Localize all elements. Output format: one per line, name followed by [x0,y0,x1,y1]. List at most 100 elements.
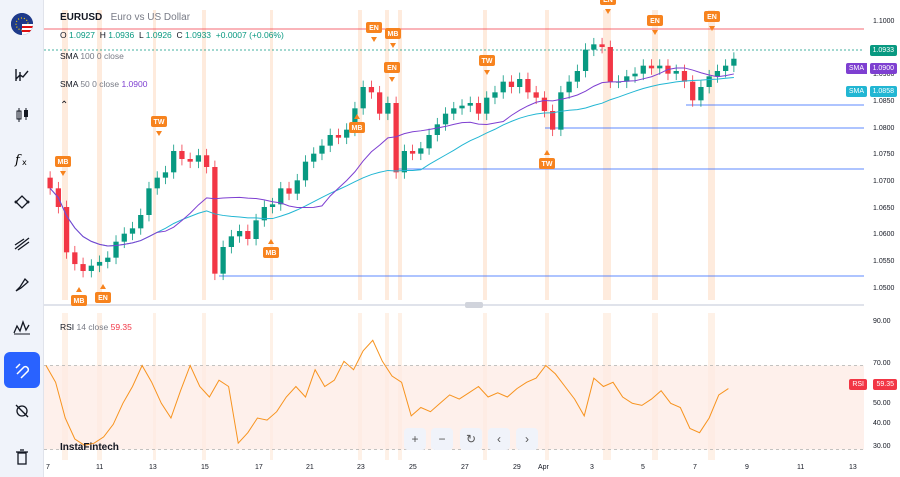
candle-body [121,233,127,242]
marker-label: TW [482,58,493,65]
sma100-pill-label: SMA [845,86,867,97]
eye-off-icon[interactable] [4,394,40,428]
candle-body [574,71,580,82]
date-tick: 27 [461,464,469,471]
price-tick: 1.0600 [873,231,895,239]
price-tick: 1.0750 [873,151,895,159]
pane-resize-handle [465,302,483,308]
date-tick: 3 [590,464,594,471]
marker-label: MB [74,298,85,305]
flag-icon[interactable] [11,13,33,35]
rsi-band [44,365,864,450]
collapse-legend-icon[interactable]: ⌃ [60,100,69,111]
scroll-right-button[interactable]: › [516,428,538,450]
candle-body [63,207,70,253]
marker-badge [366,22,382,33]
candle-body [236,231,243,237]
candle-body [484,97,490,114]
candle-body [294,180,300,194]
chart-type-icon[interactable] [4,58,40,92]
magnet-icon[interactable] [4,352,40,388]
candle-body [681,71,688,82]
sma100-name: SMA [60,51,78,61]
marker-badge [55,156,71,167]
price-chart[interactable]: MB TW MB MB EN MB EN TW TW EN EN EN MB EN [44,0,864,477]
rsi-legend[interactable]: RSI 14 close 59.35 [60,322,132,332]
price-tick: 1.0650 [873,204,895,212]
candle-body [212,167,218,274]
event-band [97,10,102,300]
ohlc-close: 1.0933 [185,30,212,40]
marker-label: MB [388,31,399,38]
candle-body [475,103,482,114]
candle-body [335,135,342,138]
event-band [603,10,611,300]
marker-arrow [371,37,377,42]
brush-icon[interactable] [4,268,40,302]
candle-body [220,247,226,274]
candle-body [690,81,696,101]
ohlc-open: 1.0927 [69,30,95,40]
marker-arrow [268,239,274,244]
zoom-out-button[interactable]: − [431,428,453,450]
zoom-in-button[interactable]: + [404,428,426,450]
marker-label: MB [58,159,69,166]
candle-body [640,65,646,74]
trash-icon[interactable] [4,440,40,474]
sma100-line [49,77,734,247]
date-tick: 23 [357,464,365,471]
event-band [202,10,206,300]
candle-body [550,111,556,130]
candle-body [385,103,391,114]
candle-body [673,71,679,74]
rsi-name: RSI [60,322,75,332]
sma50-pill-label: SMA [845,63,867,74]
candles-icon[interactable] [4,98,40,132]
candle-body [517,79,523,87]
reset-button[interactable]: ↻ [460,428,482,450]
date-tick: 7 [693,464,697,471]
candle-body [607,47,613,82]
marker-label: EN [707,14,717,21]
price-tick: 1.0500 [873,284,895,292]
candle-body [171,151,177,173]
rsi-line [45,339,729,446]
date-tick: 9 [745,464,749,471]
trendline-icon[interactable] [4,226,40,260]
marker-badge [71,295,87,306]
candle-body [105,257,111,262]
patterns-icon[interactable] [4,310,40,344]
marker-arrow [60,171,66,176]
date-tick: 13 [849,464,857,471]
event-band [270,10,273,300]
sma50-name: SMA [60,79,78,89]
candle-body [253,220,259,239]
candle-body [418,148,424,154]
sma100-legend[interactable]: SMA 100 0 close [60,51,124,61]
date-tick: 11 [96,464,104,471]
candle-body [377,92,383,114]
candle-body [302,161,309,181]
rsi-tick: 50.00 [873,400,891,407]
ohlc-l-label: L [138,30,144,40]
candle-body [187,159,193,162]
candle-body [80,264,86,271]
candle-body [88,265,94,271]
watermark-logo: InstaFintech [60,442,119,453]
candle-body [525,79,531,93]
ohlc-c-label: C [176,30,183,40]
marker-badge [95,292,111,303]
candle-body [245,231,251,239]
marker-arrow [389,77,395,82]
candle-body [311,153,317,162]
sma50-legend[interactable]: SMA 50 0 close 1.0900 [60,79,147,89]
candle-body [129,228,136,234]
marker-badge [263,247,279,258]
event-band [483,10,487,300]
event-band [652,10,658,300]
drawing-icon[interactable] [4,185,40,219]
scroll-left-button[interactable]: ‹ [488,428,510,450]
date-tick: 25 [409,464,417,471]
